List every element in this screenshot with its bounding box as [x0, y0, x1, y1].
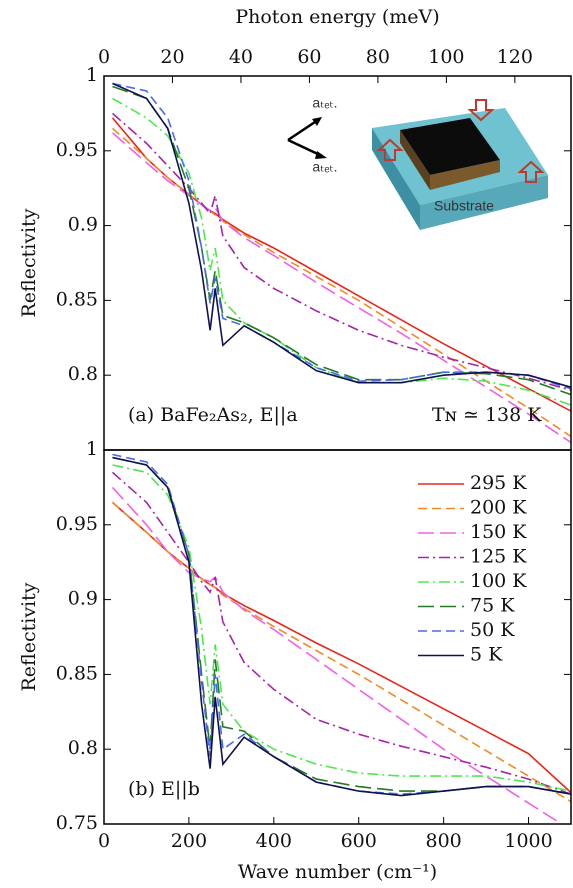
legend-label: 125 K — [470, 546, 527, 568]
legend-label: 200 K — [470, 497, 527, 519]
crystal-top — [400, 118, 500, 175]
arrow — [287, 118, 319, 142]
x-axis-label: Wave number (cm⁻¹) — [238, 861, 437, 883]
inset-label: aₜₑₜ. — [312, 95, 337, 111]
y-tick-label: 0.8 — [68, 363, 98, 385]
x2-tick-label: 20 — [160, 46, 184, 68]
y-tick-label: 0.9 — [68, 588, 98, 610]
x2-tick-label: 120 — [497, 46, 533, 68]
arrow-head — [315, 151, 327, 159]
x-tick-label: 400 — [256, 830, 292, 852]
legend-label: 100 K — [470, 570, 527, 592]
x2-tick-label: 80 — [366, 46, 390, 68]
legend-label: 5 K — [470, 644, 503, 666]
x2-tick-label: 100 — [428, 46, 464, 68]
series-line — [111, 132, 571, 444]
legend-label: 295 K — [470, 472, 527, 494]
y-tick-label: 0.8 — [68, 737, 98, 759]
x-tick-label: 200 — [171, 830, 207, 852]
x2-tick-label: 0 — [98, 46, 110, 68]
x2-tick-label: 40 — [229, 46, 253, 68]
y-tick-label: 0.85 — [56, 288, 98, 310]
y-axis-label: Reflectivity — [18, 582, 40, 691]
series-line — [112, 453, 571, 795]
series-line — [111, 127, 571, 438]
y-tick-label: 0.75 — [56, 812, 98, 834]
crystal-side — [430, 160, 500, 190]
series-line — [112, 82, 571, 388]
series-line — [111, 471, 571, 795]
panel-label: (b) E||b — [128, 778, 200, 800]
x2-tick-label: 60 — [297, 46, 321, 68]
series-line — [112, 82, 571, 390]
y-axis-label: Reflectivity — [18, 208, 40, 317]
series-line — [112, 456, 571, 797]
y-tick-label: 0.95 — [56, 139, 98, 161]
x-tick-label: 600 — [341, 830, 377, 852]
x-tick-label: 800 — [426, 830, 462, 852]
strain-arrow — [376, 138, 404, 161]
y-tick-label: 1 — [86, 64, 98, 86]
inset-label: aₜₑₜ. — [312, 159, 337, 175]
y-tick-label: 0.95 — [56, 513, 98, 535]
series-line — [111, 486, 564, 824]
plot-frame — [103, 449, 572, 825]
arrow — [287, 138, 323, 158]
series-line — [112, 97, 571, 406]
panel-label: (a) BaFe₂As₂, E||a — [128, 404, 298, 426]
series-line — [111, 112, 571, 391]
substrate-front — [420, 175, 548, 230]
x-tick-label: 1000 — [504, 830, 552, 852]
legend-label: 50 K — [470, 619, 515, 641]
y-tick-label: 1 — [86, 438, 98, 460]
strain-arrow — [517, 160, 545, 183]
crystal-side — [400, 130, 430, 190]
y-tick-label: 0.9 — [68, 214, 98, 236]
strain-arrow — [467, 99, 495, 122]
x2-axis-label: Photon energy (meV) — [235, 6, 439, 28]
annotation: Tɴ ≃ 138 K — [432, 404, 542, 426]
inset-label: Substrate — [434, 198, 494, 214]
arrow-head — [312, 117, 322, 126]
y-tick-label: 0.85 — [56, 662, 98, 684]
series-line — [111, 501, 571, 803]
legend-label: 150 K — [470, 521, 527, 543]
legend-label: 75 K — [470, 595, 515, 617]
x-tick-label: 0 — [98, 830, 110, 852]
inset — [287, 99, 548, 230]
